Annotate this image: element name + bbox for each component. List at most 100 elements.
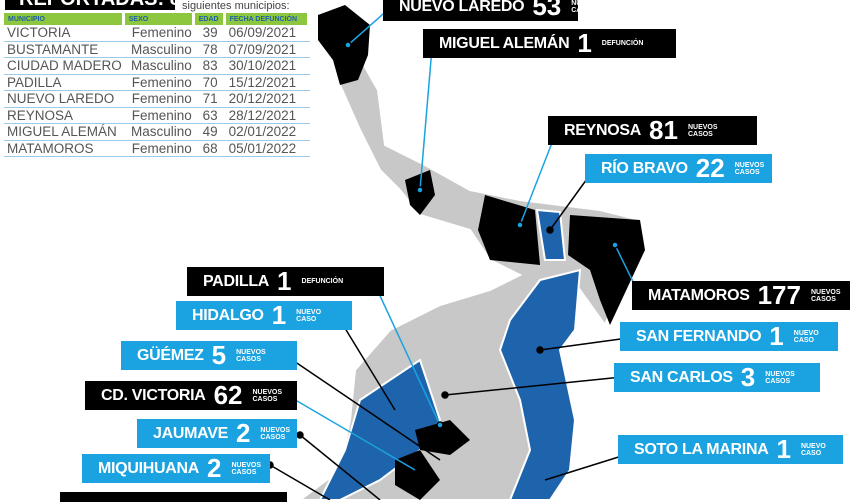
municipality-label: JAUMAVE 2 NUEVOS CASOS: [137, 418, 297, 448]
table-cell: Femenino: [124, 91, 195, 108]
label-num: 1: [271, 300, 287, 330]
table-row: CIUDAD MADERO Masculino 83 30/10/2021: [4, 58, 310, 75]
column-header: EDAD: [194, 13, 226, 25]
table-cell: 83: [194, 58, 226, 75]
label-unit: DEFUNCIÓN: [301, 278, 344, 285]
region-rio-bravo: [535, 208, 567, 261]
label-num: 1: [577, 28, 592, 58]
table-cell: 70: [194, 75, 226, 91]
table-cell: 49: [194, 124, 226, 141]
municipality-label: MIQUIHUANA 2 NUEVOS CASOS: [82, 453, 270, 483]
municipality-label: MIGUEL ALEMÁN 1 DEFUNCIÓN: [423, 28, 676, 58]
column-header: FECHA DEFUNCIÓN: [225, 13, 310, 25]
label-num: 53: [532, 0, 562, 21]
header-note: siguientes municipios:: [182, 0, 290, 12]
municipality-label: GÜÉMEZ 5 NUEVOS CASOS: [121, 340, 297, 370]
label-name: MIGUEL ALEMÁN: [439, 34, 570, 52]
table-cell: 30/10/2021: [225, 58, 310, 75]
table-cell: 05/01/2022: [225, 141, 310, 157]
label-num: 1: [769, 321, 784, 351]
label-name: SAN FERNANDO: [636, 327, 762, 345]
municipality-label: RÍO BRAVO 22 NUEVOS CASOS: [585, 153, 772, 183]
table-cell: Femenino: [124, 25, 195, 42]
table-row: PADILLA Femenino 70 15/12/2021: [4, 75, 310, 91]
label-name: SOTO LA MARINA: [634, 440, 769, 458]
municipality-label: SAN FERNANDO 1 NUEVO CASO: [620, 321, 838, 351]
label-name: REYNOSA: [564, 121, 642, 139]
table-cell: BUSTAMANTE: [4, 42, 125, 58]
table-row: REYNOSA Femenino 63 28/12/2021: [4, 108, 310, 124]
label-name: HIDALGO: [192, 306, 264, 324]
table-cell: 68: [194, 141, 226, 157]
table-cell: 78: [194, 42, 226, 58]
municipality-label: HIDALGO 1 NUEVO CASO: [176, 300, 352, 330]
municipality-label: MATAMOROS 177 NUEVOS CASOS: [632, 280, 850, 310]
label-num: 5: [211, 340, 227, 370]
column-header: MUNICIPIO: [4, 13, 125, 25]
cut-off-label: [60, 492, 287, 502]
table-cell: MATAMOROS: [4, 141, 125, 157]
deaths-header: REPORTADAS: 8: [5, 0, 175, 10]
table-cell: VICTORIA: [4, 25, 125, 42]
label-num: 177: [757, 280, 801, 310]
label-unit: NUEVOS CASOS: [231, 461, 262, 476]
municipality-label: SOTO LA MARINA 1 NUEVO CASO: [618, 434, 843, 464]
label-name: MIQUIHUANA: [98, 459, 199, 477]
label-num: 62: [213, 380, 243, 410]
table-cell: 28/12/2021: [225, 108, 310, 124]
label-unit: NUEVOS CASOS: [765, 370, 795, 385]
label-unit: DEFUNCIÓN: [601, 40, 644, 47]
label-num: 22: [695, 153, 725, 183]
column-header: SEXO: [124, 13, 195, 25]
table-cell: Masculino: [124, 124, 195, 141]
label-name: CD. VICTORIA: [101, 386, 206, 404]
label-unit: NUEVOS CASOS: [687, 123, 718, 138]
municipality-label: NUEVO LAREDO 53 NUEVOS CASOS: [383, 0, 601, 21]
label-unit: NUEVO CASO: [800, 442, 826, 457]
table-cell: PADILLA: [4, 75, 125, 91]
deaths-table: MUNICIPIO SEXO EDAD FECHA DEFUNCIÓN VICTORI…: [4, 13, 310, 157]
table-cell: 20/12/2021: [225, 91, 310, 108]
label-num: 81: [649, 115, 678, 145]
table-cell: NUEVO LAREDO: [4, 91, 125, 108]
label-num: 2: [207, 453, 222, 483]
table-cell: Femenino: [124, 141, 195, 157]
label-name: RÍO BRAVO: [601, 159, 688, 177]
table-cell: MIGUEL ALEMÁN: [4, 124, 125, 141]
label-unit: NUEVOS CASOS: [252, 388, 283, 403]
table-row: VICTORIA Femenino 39 06/09/2021: [4, 25, 310, 42]
table-row: NUEVO LAREDO Femenino 71 20/12/2021: [4, 91, 310, 108]
table-cell: Masculino: [124, 42, 195, 58]
table-row: MATAMOROS Femenino 68 05/01/2022: [4, 141, 310, 157]
label-num: 3: [740, 362, 756, 392]
region-blue-west: [318, 358, 442, 500]
region-nuevo-laredo: [318, 5, 370, 85]
table-cell: 07/09/2021: [225, 42, 310, 58]
label-unit: NUEVOS CASOS: [810, 288, 841, 303]
region-victoria: [395, 450, 440, 500]
label-unit: NUEVO CASO: [296, 308, 322, 323]
label-num: 2: [235, 418, 251, 448]
label-name: MATAMOROS: [648, 286, 750, 304]
table-cell: Femenino: [124, 75, 195, 91]
label-unit: NUEVOS CASOS: [734, 161, 765, 176]
label-unit: NUEVOS CASOS: [260, 426, 290, 441]
region-matamoros: [568, 215, 645, 325]
table-row: BUSTAMANTE Masculino 78 07/09/2021: [4, 42, 310, 58]
table-cell: 06/09/2021: [225, 25, 310, 42]
municipality-label: PADILLA 1 DEFUNCIÓN: [187, 266, 384, 296]
table-row: MIGUEL ALEMÁN Masculino 49 02/01/2022: [4, 124, 310, 141]
label-name: SAN CARLOS: [630, 368, 733, 386]
table-cell: Femenino: [124, 108, 195, 124]
table-cell: 71: [194, 91, 226, 108]
label-num: 1: [277, 266, 292, 296]
label-unit: NUEVOS CASOS: [571, 0, 601, 14]
table-cell: Masculino: [124, 58, 195, 75]
label-unit: NUEVOS CASOS: [236, 348, 266, 363]
table-cell: 39: [194, 25, 226, 42]
table-cell: 63: [194, 108, 226, 124]
municipality-label: REYNOSA 81 NUEVOS CASOS: [548, 115, 757, 145]
table-cell: 02/01/2022: [225, 124, 310, 141]
label-num: 1: [776, 434, 791, 464]
